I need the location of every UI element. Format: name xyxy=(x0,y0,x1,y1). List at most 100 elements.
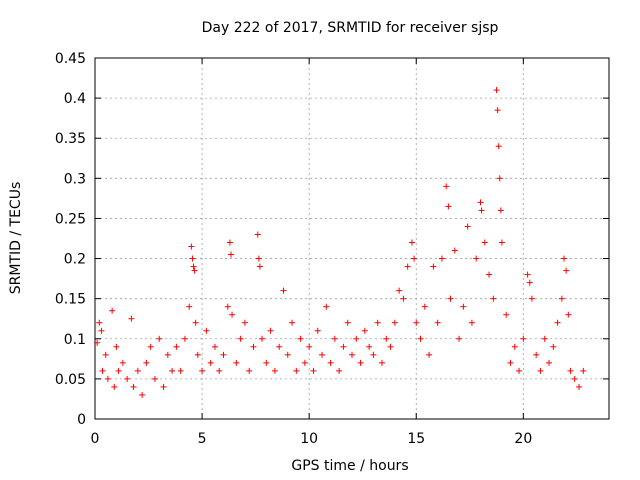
data-point xyxy=(115,367,122,374)
data-point xyxy=(490,295,497,302)
data-point xyxy=(280,287,287,294)
data-point xyxy=(130,383,137,390)
data-point xyxy=(94,339,101,346)
data-point xyxy=(128,315,135,322)
data-point xyxy=(254,231,261,238)
data-point xyxy=(464,223,471,230)
data-point xyxy=(237,335,244,342)
data-point xyxy=(451,247,458,254)
data-point xyxy=(203,327,210,334)
data-point xyxy=(220,351,227,358)
y-tick-label: 0.15 xyxy=(55,292,86,308)
data-point xyxy=(567,367,574,374)
data-point xyxy=(96,319,103,326)
data-point xyxy=(102,351,109,358)
data-point xyxy=(443,183,450,190)
data-point xyxy=(426,351,433,358)
data-point xyxy=(383,335,390,342)
data-point xyxy=(189,255,196,262)
data-point xyxy=(297,335,304,342)
data-point xyxy=(493,87,500,94)
data-point xyxy=(124,375,131,382)
chart-title: Day 222 of 2017, SRMTID for receiver sjs… xyxy=(202,20,499,36)
data-point xyxy=(498,239,505,246)
data-point xyxy=(331,335,338,342)
data-point xyxy=(151,375,158,382)
data-point xyxy=(211,343,218,350)
y-tick-label: 0.05 xyxy=(55,372,86,388)
plot-frame xyxy=(94,57,610,420)
x-axis-label: GPS time / hours xyxy=(291,458,408,474)
data-point xyxy=(580,367,587,374)
data-point xyxy=(191,267,198,274)
data-point xyxy=(486,271,493,278)
data-point xyxy=(528,295,535,302)
data-point xyxy=(447,295,454,302)
data-point xyxy=(511,343,518,350)
data-point xyxy=(496,175,503,182)
data-point xyxy=(533,351,540,358)
data-point xyxy=(276,343,283,350)
data-point xyxy=(181,335,188,342)
data-point xyxy=(306,343,313,350)
data-point xyxy=(520,335,527,342)
data-point xyxy=(571,375,578,382)
data-point xyxy=(134,367,141,374)
data-point xyxy=(361,327,368,334)
data-point xyxy=(156,335,163,342)
data-point xyxy=(495,143,502,150)
data-point xyxy=(199,367,206,374)
data-point xyxy=(224,303,231,310)
y-axis-label: SRMTID / TECUs xyxy=(8,182,24,295)
data-point xyxy=(565,311,572,318)
data-point xyxy=(241,319,248,326)
y-tick-label: 0.45 xyxy=(55,51,86,67)
data-point xyxy=(188,243,195,250)
data-point xyxy=(554,319,561,326)
data-point xyxy=(164,351,171,358)
data-point xyxy=(468,319,475,326)
data-point xyxy=(357,359,364,366)
data-point xyxy=(537,367,544,374)
data-point xyxy=(434,319,441,326)
data-point xyxy=(229,311,236,318)
data-point xyxy=(408,239,415,246)
data-point xyxy=(541,335,548,342)
data-point xyxy=(271,367,278,374)
data-point xyxy=(139,391,146,398)
data-point xyxy=(310,367,317,374)
data-point xyxy=(526,279,533,286)
data-point xyxy=(169,367,176,374)
data-point xyxy=(109,307,116,314)
data-point xyxy=(207,359,214,366)
data-point xyxy=(417,335,424,342)
data-point xyxy=(546,359,553,366)
data-point xyxy=(192,319,199,326)
y-tick-label: 0.3 xyxy=(64,171,86,187)
data-point xyxy=(524,271,531,278)
data-point xyxy=(378,359,385,366)
y-tick-label: 0.2 xyxy=(64,252,86,268)
data-point xyxy=(503,311,510,318)
data-point xyxy=(256,263,263,270)
x-tick-label: 20 xyxy=(514,431,532,447)
data-point xyxy=(194,351,201,358)
data-point xyxy=(477,199,484,206)
data-point xyxy=(411,255,418,262)
data-point xyxy=(111,383,118,390)
data-point xyxy=(233,359,240,366)
data-point xyxy=(404,263,411,270)
data-point xyxy=(366,343,373,350)
data-point xyxy=(113,343,120,350)
data-points xyxy=(94,87,587,398)
data-point xyxy=(550,343,557,350)
data-point xyxy=(160,383,167,390)
data-point xyxy=(481,239,488,246)
data-point xyxy=(558,295,565,302)
data-point xyxy=(186,303,193,310)
y-tick-label: 0.1 xyxy=(64,332,86,348)
data-point xyxy=(98,327,105,334)
data-point xyxy=(323,303,330,310)
x-tick-label: 10 xyxy=(300,431,318,447)
